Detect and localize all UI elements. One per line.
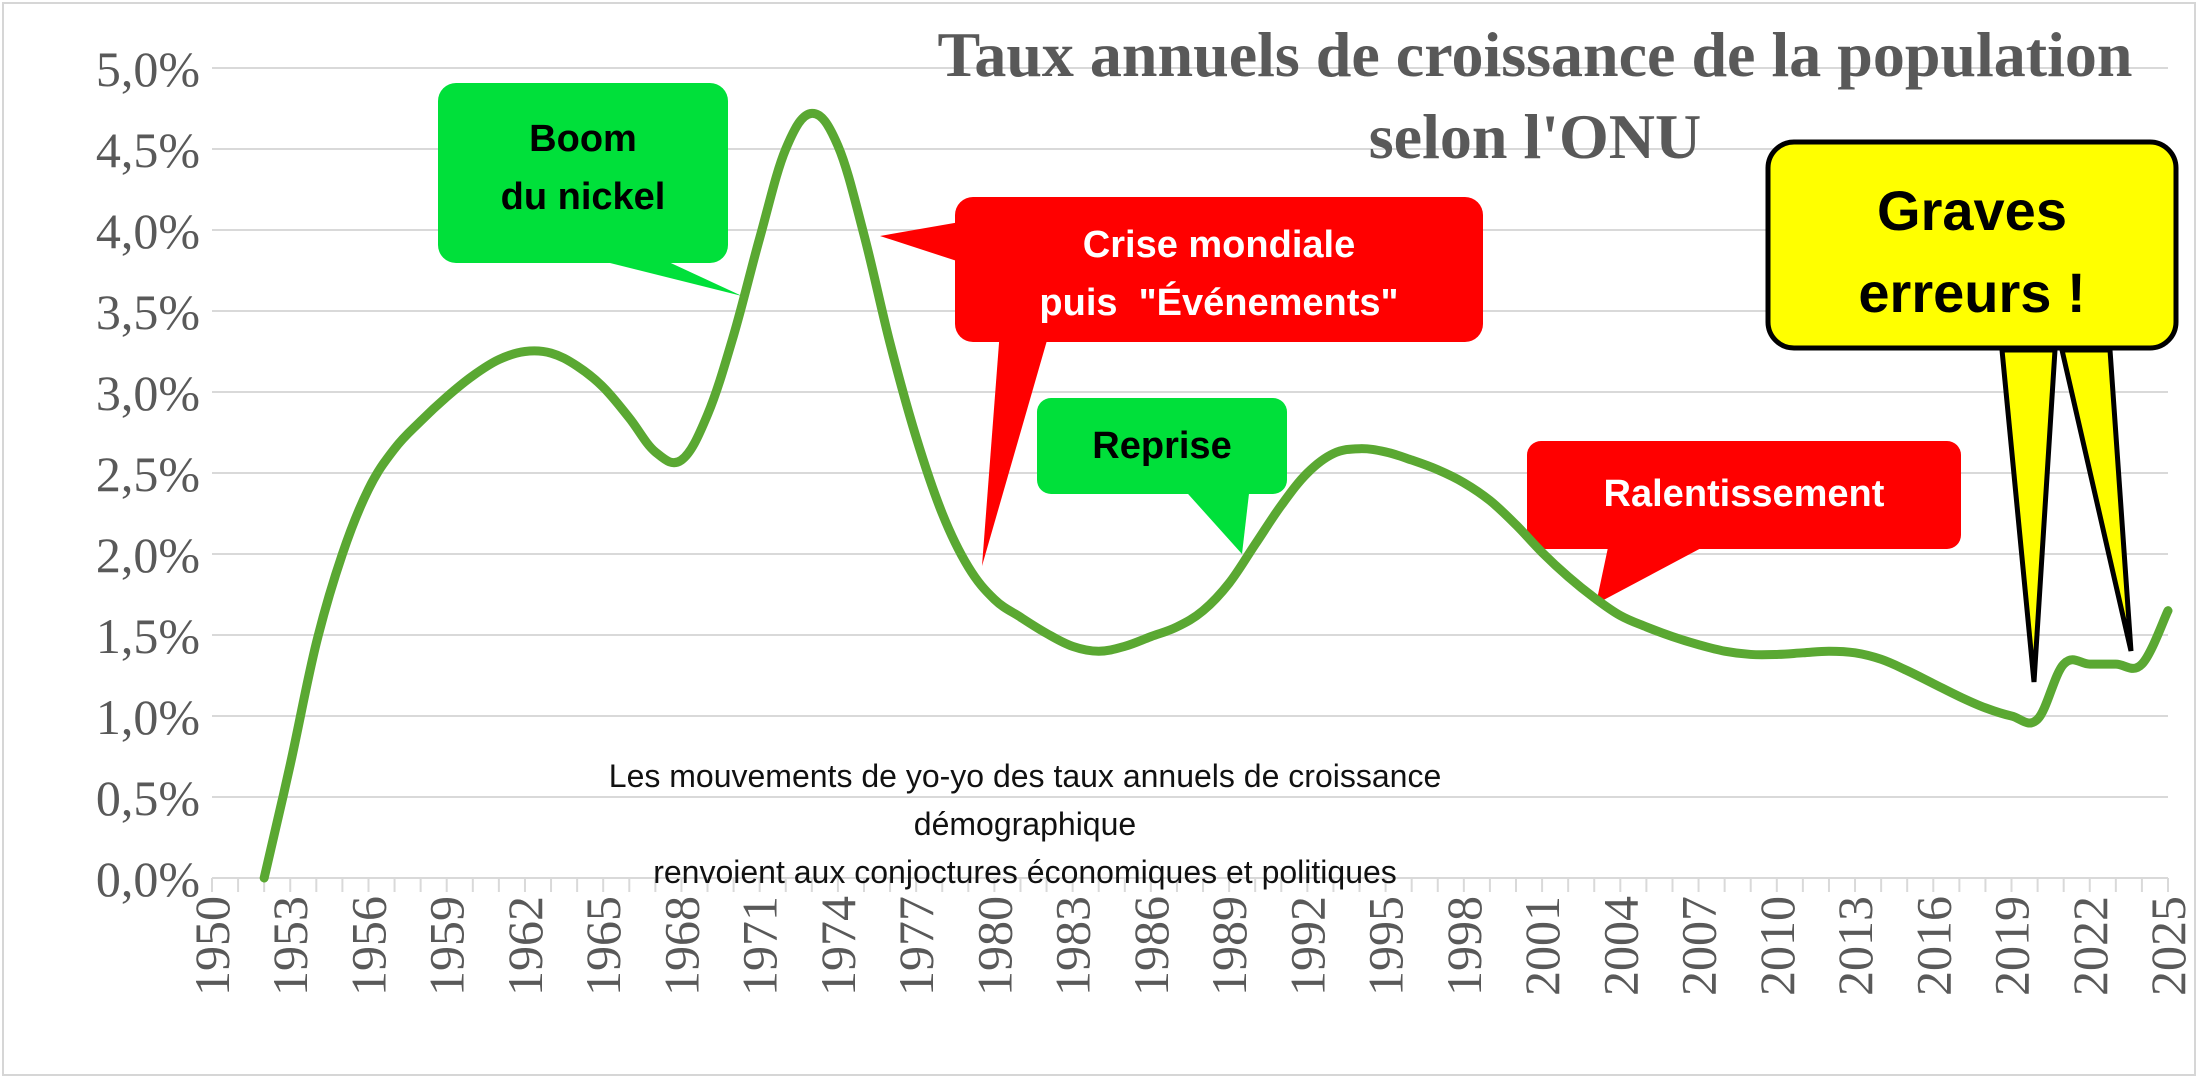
y-tick-labels: 0,0% 0,5% 1,0% 1,5% 2,0% 2,5% 3,0% 3,5% 4,0% 4,5%… [96,41,200,907]
x-tick-label: 1953 [262,896,318,996]
callout-boom-line2: du nickel [500,176,666,218]
callout-crise-text: Crise mondiale puis "Événements" [955,216,1483,332]
x-tick-label: 1959 [419,896,475,996]
callout-graves-box [1765,139,2179,351]
x-tick-label: 2019 [1984,896,2040,996]
y-tick-label: 4,5% [96,122,200,178]
callout-reprise-pointer [1180,485,1250,554]
x-tick-label: 2010 [1749,896,1805,996]
x-tick-label: 1992 [1279,896,1335,996]
x-tick-label: 1971 [732,896,788,996]
x-tick-label: 1980 [966,896,1022,996]
x-tick-label: 1977 [888,896,944,996]
chart-title-line2: selon l'ONU [1368,101,1702,172]
callout-crise-pointer-left [880,222,960,262]
x-tick-labels: 1950 1953 1956 1959 1962 1965 1968 1971 1974 1977… [184,896,2196,996]
callout-graves-line2: erreurs ! [1858,261,2086,324]
chart-subtitle-line1: Les mouvements de yo-yo des taux annuels… [608,758,1442,842]
y-tick-label: 0,5% [96,770,200,826]
chart-subtitle: Les mouvements de yo-yo des taux annuels… [500,752,1550,896]
callout-boom-line1: Boom [529,118,637,160]
series-group [259,108,2173,883]
x-tick-label: 2007 [1671,896,1727,996]
x-tick-label: 2022 [2062,896,2118,996]
callout-ralentissement-box [1527,441,1961,549]
y-tick-label: 1,5% [96,608,200,664]
callout-ralentissement [1527,441,1961,604]
x-tick-label: 2001 [1514,896,1570,996]
callout-reprise-text: Reprise [1037,420,1287,472]
x-tick-label: 1986 [1123,896,1179,996]
x-axis [211,877,2169,892]
x-tick-label: 1968 [653,896,709,996]
callout-crise-box [955,197,1483,342]
x-tick-label: 1989 [1201,896,1257,996]
x-tick-label: 1962 [497,896,553,996]
x-tick-label: 2016 [1905,896,1961,996]
callout-reprise [1037,398,1287,554]
chart-title: Taux annuels de croissance de la populat… [870,14,2200,178]
x-tick-label: 2013 [1827,896,1883,996]
callout-ralentissement-text: Ralentissement [1527,468,1961,520]
callout-ralentissement-line1: Ralentissement [1603,473,1885,515]
y-tick-label: 5,0% [96,41,200,97]
chart-title-line1: Taux annuels de croissance de la populat… [937,19,2133,90]
y-tick-label: 3,0% [96,365,200,421]
callout-crise-line1: Crise mondiale [1082,224,1356,266]
x-tick-label: 1956 [340,896,396,996]
callout-boom-du-nickel [438,83,742,296]
callout-crise-mondiale [880,197,1483,566]
callout-graves-pointer-2 [2058,347,2134,652]
x-tick-label: 1974 [810,896,866,996]
callout-reprise-line1: Reprise [1092,425,1232,467]
x-tick-label: 1983 [1045,896,1101,996]
callout-crise-pointer-down [982,330,1050,566]
series-line [259,108,2173,883]
callout-graves-erreurs [1765,139,2179,683]
callout-crise-line2: puis "Événements" [1039,282,1399,324]
x-tick-label: 2004 [1592,896,1648,996]
y-tick-label: 0,0% [96,851,200,907]
callout-boom-pointer [590,258,742,296]
x-tick-label: 1998 [1436,896,1492,996]
x-tick-label: 1995 [1358,896,1414,996]
y-tick-label: 2,0% [96,527,200,583]
x-tick-label: 1950 [184,896,240,996]
callout-reprise-box [1037,398,1287,494]
callout-graves-text: Graves erreurs ! [1768,170,2176,334]
callout-ralentissement-pointer [1596,538,1720,604]
callout-graves-line1: Graves [1877,179,2067,242]
y-tick-label: 4,0% [96,203,200,259]
callout-boom-text: Boom du nickel [438,110,728,226]
x-tick-label: 1965 [575,896,631,996]
y-tick-label: 1,0% [96,689,200,745]
chart-subtitle-line2: renvoient aux conjoctures économiques et… [653,854,1397,890]
y-tick-label: 2,5% [96,446,200,502]
y-tick-label: 3,5% [96,284,200,340]
x-tick-label: 2025 [2140,896,2196,996]
callout-boom-box [438,83,728,263]
callout-graves-pointer-1 [1999,347,2058,683]
